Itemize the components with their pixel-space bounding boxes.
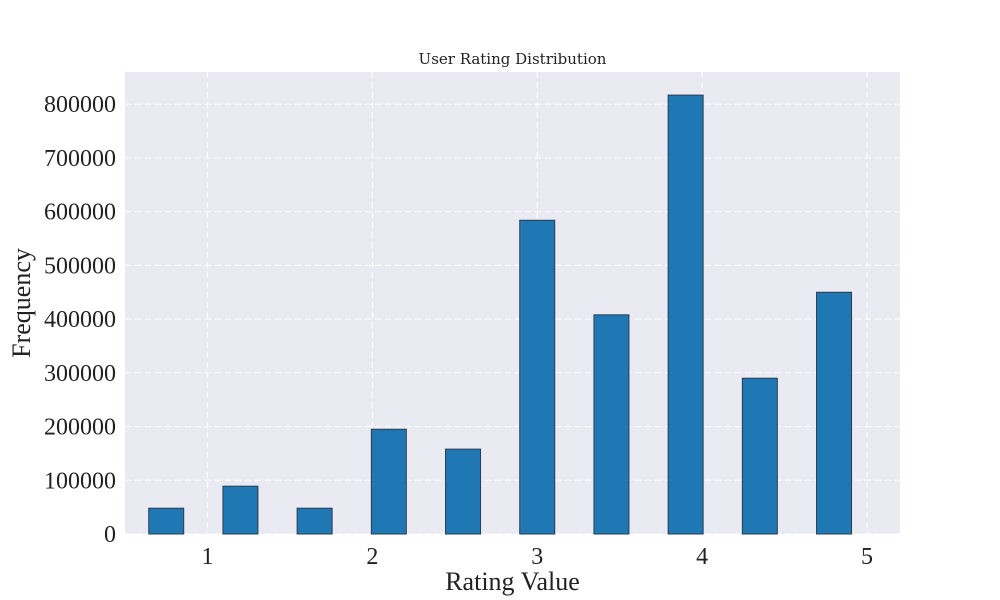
plot-area <box>125 72 900 534</box>
y-tick-label: 400000 <box>44 307 116 333</box>
y-tick-label: 200000 <box>44 415 116 441</box>
x-tick-label: 1 <box>201 544 213 570</box>
y-tick-label: 600000 <box>44 200 116 226</box>
chart-title: User Rating Distribution <box>419 50 607 68</box>
bar <box>445 448 482 535</box>
y-axis-label: Frequency <box>7 248 36 358</box>
bar <box>370 428 407 535</box>
bar <box>816 291 853 535</box>
bars <box>148 94 853 535</box>
y-tick-labels: 0 100000 200000 300000 400000 500000 600000 700… <box>44 92 116 548</box>
bar <box>667 94 704 535</box>
x-tick-label: 4 <box>696 544 708 570</box>
bar <box>148 507 185 535</box>
x-tick-label: 3 <box>531 544 543 570</box>
x-tick-label: 5 <box>861 544 873 570</box>
y-tick-label: 100000 <box>44 468 116 494</box>
bar <box>593 314 630 535</box>
bar <box>519 219 556 535</box>
y-tick-label: 500000 <box>44 253 116 279</box>
y-tick-label: 800000 <box>44 92 116 118</box>
y-tick-label: 0 <box>104 522 116 548</box>
bar <box>296 507 333 535</box>
x-axis-label: Rating Value <box>445 567 580 596</box>
y-tick-label: 700000 <box>44 146 116 172</box>
x-tick-label: 2 <box>366 544 378 570</box>
bar <box>741 377 778 535</box>
y-tick-label: 300000 <box>44 361 116 387</box>
x-tick-labels: 1 2 3 4 5 <box>201 544 873 570</box>
bar <box>222 485 259 535</box>
